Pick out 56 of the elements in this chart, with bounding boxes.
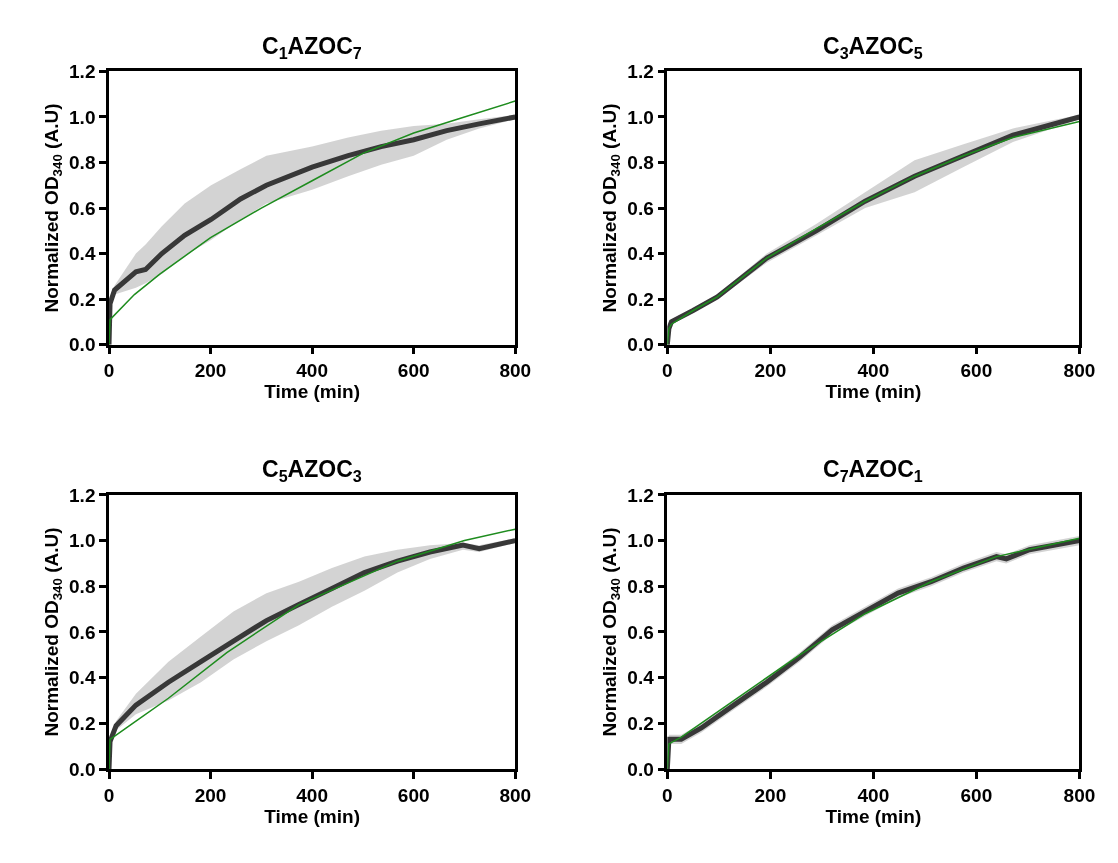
y-tick-label: 0.2: [69, 713, 96, 735]
y-tick-label: 0.6: [627, 197, 654, 219]
x-tick-label: 800: [1063, 360, 1096, 382]
x-tick-label: 400: [296, 784, 328, 806]
y-tick-label: 0.2: [69, 288, 96, 310]
x-axis-title: Time (min): [264, 381, 360, 403]
x-tick-label: 200: [754, 784, 787, 806]
x-tick-label: 600: [397, 360, 430, 382]
y-tick-label: 0.4: [627, 243, 655, 265]
chart-title: C$_{3}$AZOC$_{5}$: [823, 33, 923, 62]
y-tick-label: 1.0: [69, 106, 96, 128]
y-tick-label: 0.8: [627, 575, 654, 597]
y-tick-label: 0.0: [69, 758, 96, 780]
x-tick-label: 400: [296, 360, 328, 382]
x-tick-label: 800: [499, 784, 532, 806]
y-tick-label: 0.2: [627, 713, 654, 735]
y-tick-label: 0.2: [627, 288, 654, 310]
y-tick-label: 0.4: [69, 667, 96, 689]
y-tick-label: 0.4: [627, 667, 655, 689]
x-tick-label: 400: [857, 360, 890, 382]
chart-title: C$_{7}$AZOC$_{1}$: [823, 456, 923, 485]
x-tick-label: 0: [103, 360, 115, 382]
x-tick-label: 200: [194, 360, 227, 382]
x-axis-title: Time (min): [825, 381, 922, 403]
y-tick-label: 0.6: [69, 197, 96, 219]
y-tick-label: 0.8: [627, 152, 654, 174]
x-tick-label: 0: [662, 360, 673, 382]
y-tick-label: 1.0: [627, 106, 654, 128]
x-axis-title: Time (min): [264, 805, 360, 827]
x-tick-label: 0: [662, 784, 673, 806]
y-tick-label: 1.2: [69, 484, 96, 506]
y-tick-label: 0.6: [627, 621, 654, 643]
x-tick-label: 200: [194, 784, 227, 806]
x-tick-label: 0: [103, 784, 115, 806]
x-tick-label: 600: [960, 784, 993, 806]
y-tick-label: 0.0: [627, 334, 654, 356]
y-tick-label: 1.2: [627, 61, 654, 83]
y-tick-label: 1.2: [627, 484, 654, 506]
chart-title: C$_{5}$AZOC$_{3}$: [262, 456, 362, 485]
y-tick-label: 1.2: [69, 61, 96, 83]
x-tick-label: 800: [499, 360, 532, 382]
y-tick-label: 1.0: [69, 530, 96, 552]
y-tick-label: 1.0: [627, 530, 654, 552]
y-tick-label: 0.8: [69, 152, 96, 174]
y-tick-label: 0.0: [69, 334, 96, 356]
x-tick-label: 600: [960, 360, 993, 382]
x-tick-label: 200: [754, 360, 787, 382]
y-tick-label: 0.4: [69, 243, 96, 265]
y-tick-label: 0.0: [627, 758, 654, 780]
x-tick-label: 600: [397, 784, 430, 806]
chart-title: C$_{1}$AZOC$_{7}$: [262, 33, 362, 62]
y-tick-label: 0.8: [69, 575, 96, 597]
x-tick-label: 400: [857, 784, 890, 806]
y-tick-label: 0.6: [69, 621, 96, 643]
x-axis-title: Time (min): [825, 805, 922, 827]
x-tick-label: 800: [1063, 784, 1096, 806]
